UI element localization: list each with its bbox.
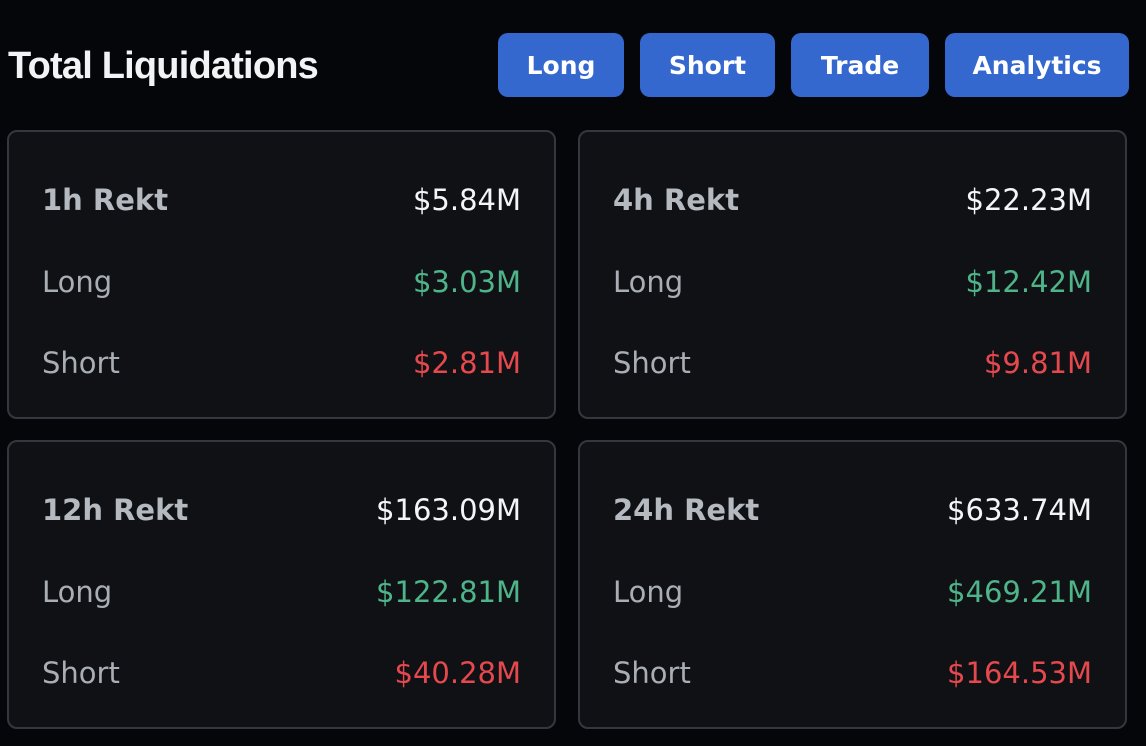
short-row: Short $2.81M bbox=[42, 343, 521, 383]
long-button[interactable]: Long bbox=[498, 33, 624, 97]
short-row: Short $9.81M bbox=[613, 343, 1092, 383]
short-row: Short $164.53M bbox=[613, 653, 1092, 693]
card-1h-rekt: 1h Rekt $5.84M Long $3.03M Short $2.81M bbox=[7, 130, 556, 419]
total-row: 24h Rekt $633.74M bbox=[613, 490, 1092, 530]
period-label: 24h Rekt bbox=[613, 493, 760, 527]
long-label: Long bbox=[42, 575, 113, 609]
short-button[interactable]: Short bbox=[640, 33, 775, 97]
total-row: 1h Rekt $5.84M bbox=[42, 180, 521, 220]
total-value: $22.23M bbox=[965, 183, 1093, 217]
short-label: Short bbox=[613, 346, 691, 380]
analytics-button[interactable]: Analytics bbox=[945, 33, 1129, 97]
card-24h-rekt: 24h Rekt $633.74M Long $469.21M Short $1… bbox=[578, 440, 1127, 729]
short-value: $2.81M bbox=[412, 346, 521, 380]
total-value: $5.84M bbox=[412, 183, 521, 217]
period-label: 12h Rekt bbox=[42, 493, 189, 527]
short-label: Short bbox=[42, 656, 120, 690]
short-value: $164.53M bbox=[947, 656, 1092, 690]
long-label: Long bbox=[613, 265, 684, 299]
total-value: $633.74M bbox=[947, 493, 1092, 527]
long-row: Long $469.21M bbox=[613, 572, 1092, 612]
card-4h-rekt: 4h Rekt $22.23M Long $12.42M Short $9.81… bbox=[578, 130, 1127, 419]
long-value: $12.42M bbox=[965, 265, 1093, 299]
long-label: Long bbox=[613, 575, 684, 609]
long-value: $469.21M bbox=[947, 575, 1092, 609]
trade-button[interactable]: Trade bbox=[791, 33, 929, 97]
short-label: Short bbox=[613, 656, 691, 690]
short-value: $9.81M bbox=[983, 346, 1092, 380]
long-row: Long $3.03M bbox=[42, 262, 521, 302]
long-label: Long bbox=[42, 265, 113, 299]
total-row: 4h Rekt $22.23M bbox=[613, 180, 1092, 220]
long-value: $3.03M bbox=[412, 265, 521, 299]
period-label: 1h Rekt bbox=[42, 183, 169, 217]
short-label: Short bbox=[42, 346, 120, 380]
page-title: Total Liquidations bbox=[8, 45, 319, 87]
total-row: 12h Rekt $163.09M bbox=[42, 490, 521, 530]
total-value: $163.09M bbox=[376, 493, 521, 527]
short-value: $40.28M bbox=[394, 656, 522, 690]
card-12h-rekt: 12h Rekt $163.09M Long $122.81M Short $4… bbox=[7, 440, 556, 729]
short-row: Short $40.28M bbox=[42, 653, 521, 693]
long-row: Long $122.81M bbox=[42, 572, 521, 612]
long-row: Long $12.42M bbox=[613, 262, 1092, 302]
long-value: $122.81M bbox=[376, 575, 521, 609]
period-label: 4h Rekt bbox=[613, 183, 740, 217]
